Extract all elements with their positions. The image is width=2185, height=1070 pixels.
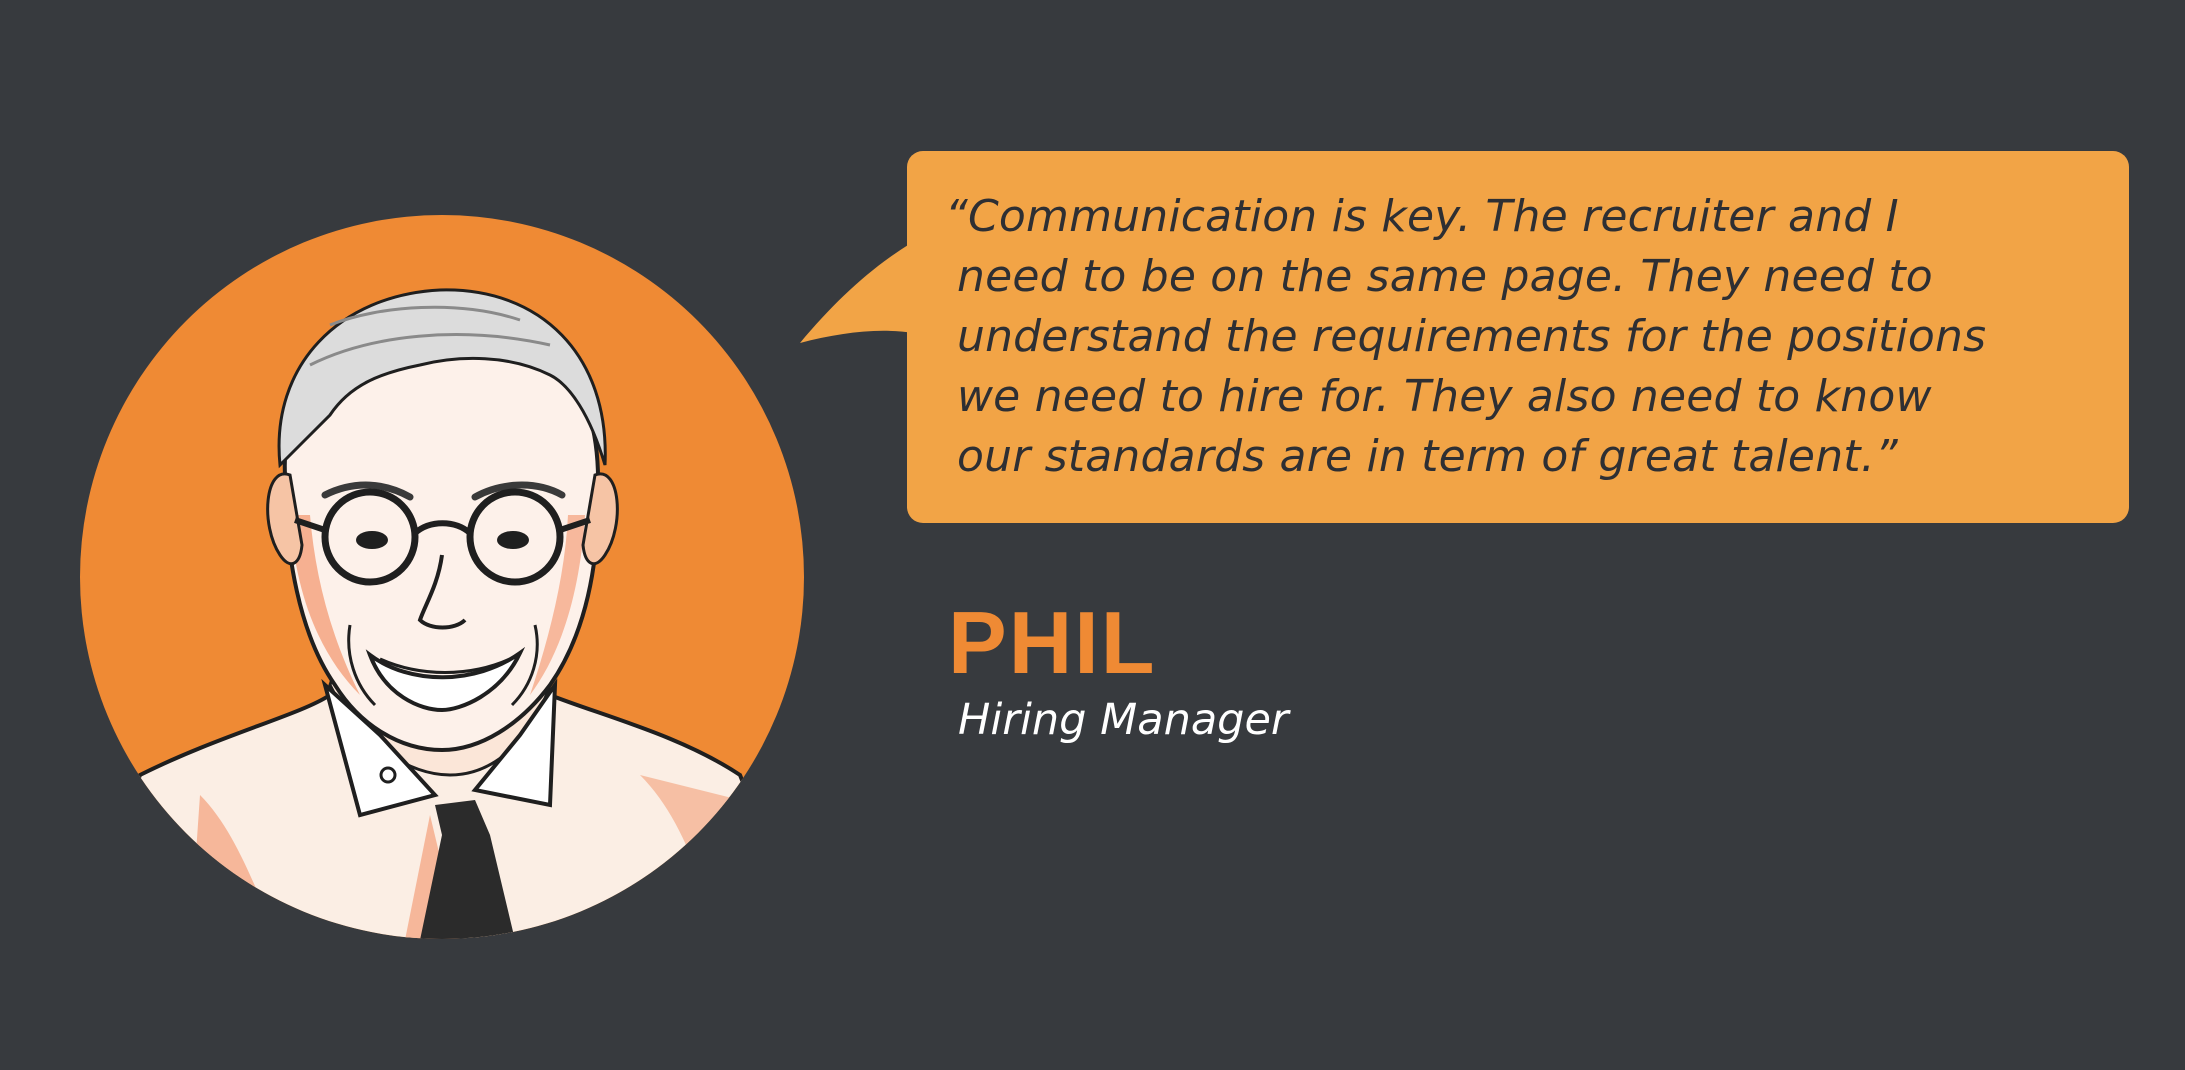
glasses-lens-left xyxy=(321,488,419,586)
quote-line: understand the requirements for the posi… xyxy=(957,311,1987,362)
speech-bubble-tail xyxy=(800,235,940,343)
quote-line: need to be on the same page. They need t… xyxy=(957,251,1933,302)
mouth-shape xyxy=(365,646,526,713)
eyebrow-left xyxy=(321,481,414,501)
eyebrow-right xyxy=(471,481,566,501)
collar-right xyxy=(471,678,558,808)
portrait-illustration xyxy=(80,215,804,939)
ear-right xyxy=(581,472,619,566)
person-name: PHIL xyxy=(948,593,1157,692)
hair-shape xyxy=(277,288,607,469)
eye-right xyxy=(497,531,529,549)
quote-line: our standards are in term of great talen… xyxy=(957,431,1898,482)
quote-text: “Communication is key. The recruiter and… xyxy=(945,187,2099,487)
eye-left xyxy=(356,531,388,549)
nose-shape xyxy=(417,554,467,630)
quote-line: “Communication is key. The recruiter and… xyxy=(945,191,1899,242)
quote-line: we need to hire for. They also need to k… xyxy=(957,371,1932,422)
glasses-lens-right xyxy=(466,488,564,586)
person-title: Hiring Manager xyxy=(958,695,1289,745)
tie-shape xyxy=(420,800,515,939)
ear-left xyxy=(266,472,304,566)
quote-bubble: “Communication is key. The recruiter and… xyxy=(907,151,2129,523)
glasses-bridge xyxy=(413,520,472,536)
